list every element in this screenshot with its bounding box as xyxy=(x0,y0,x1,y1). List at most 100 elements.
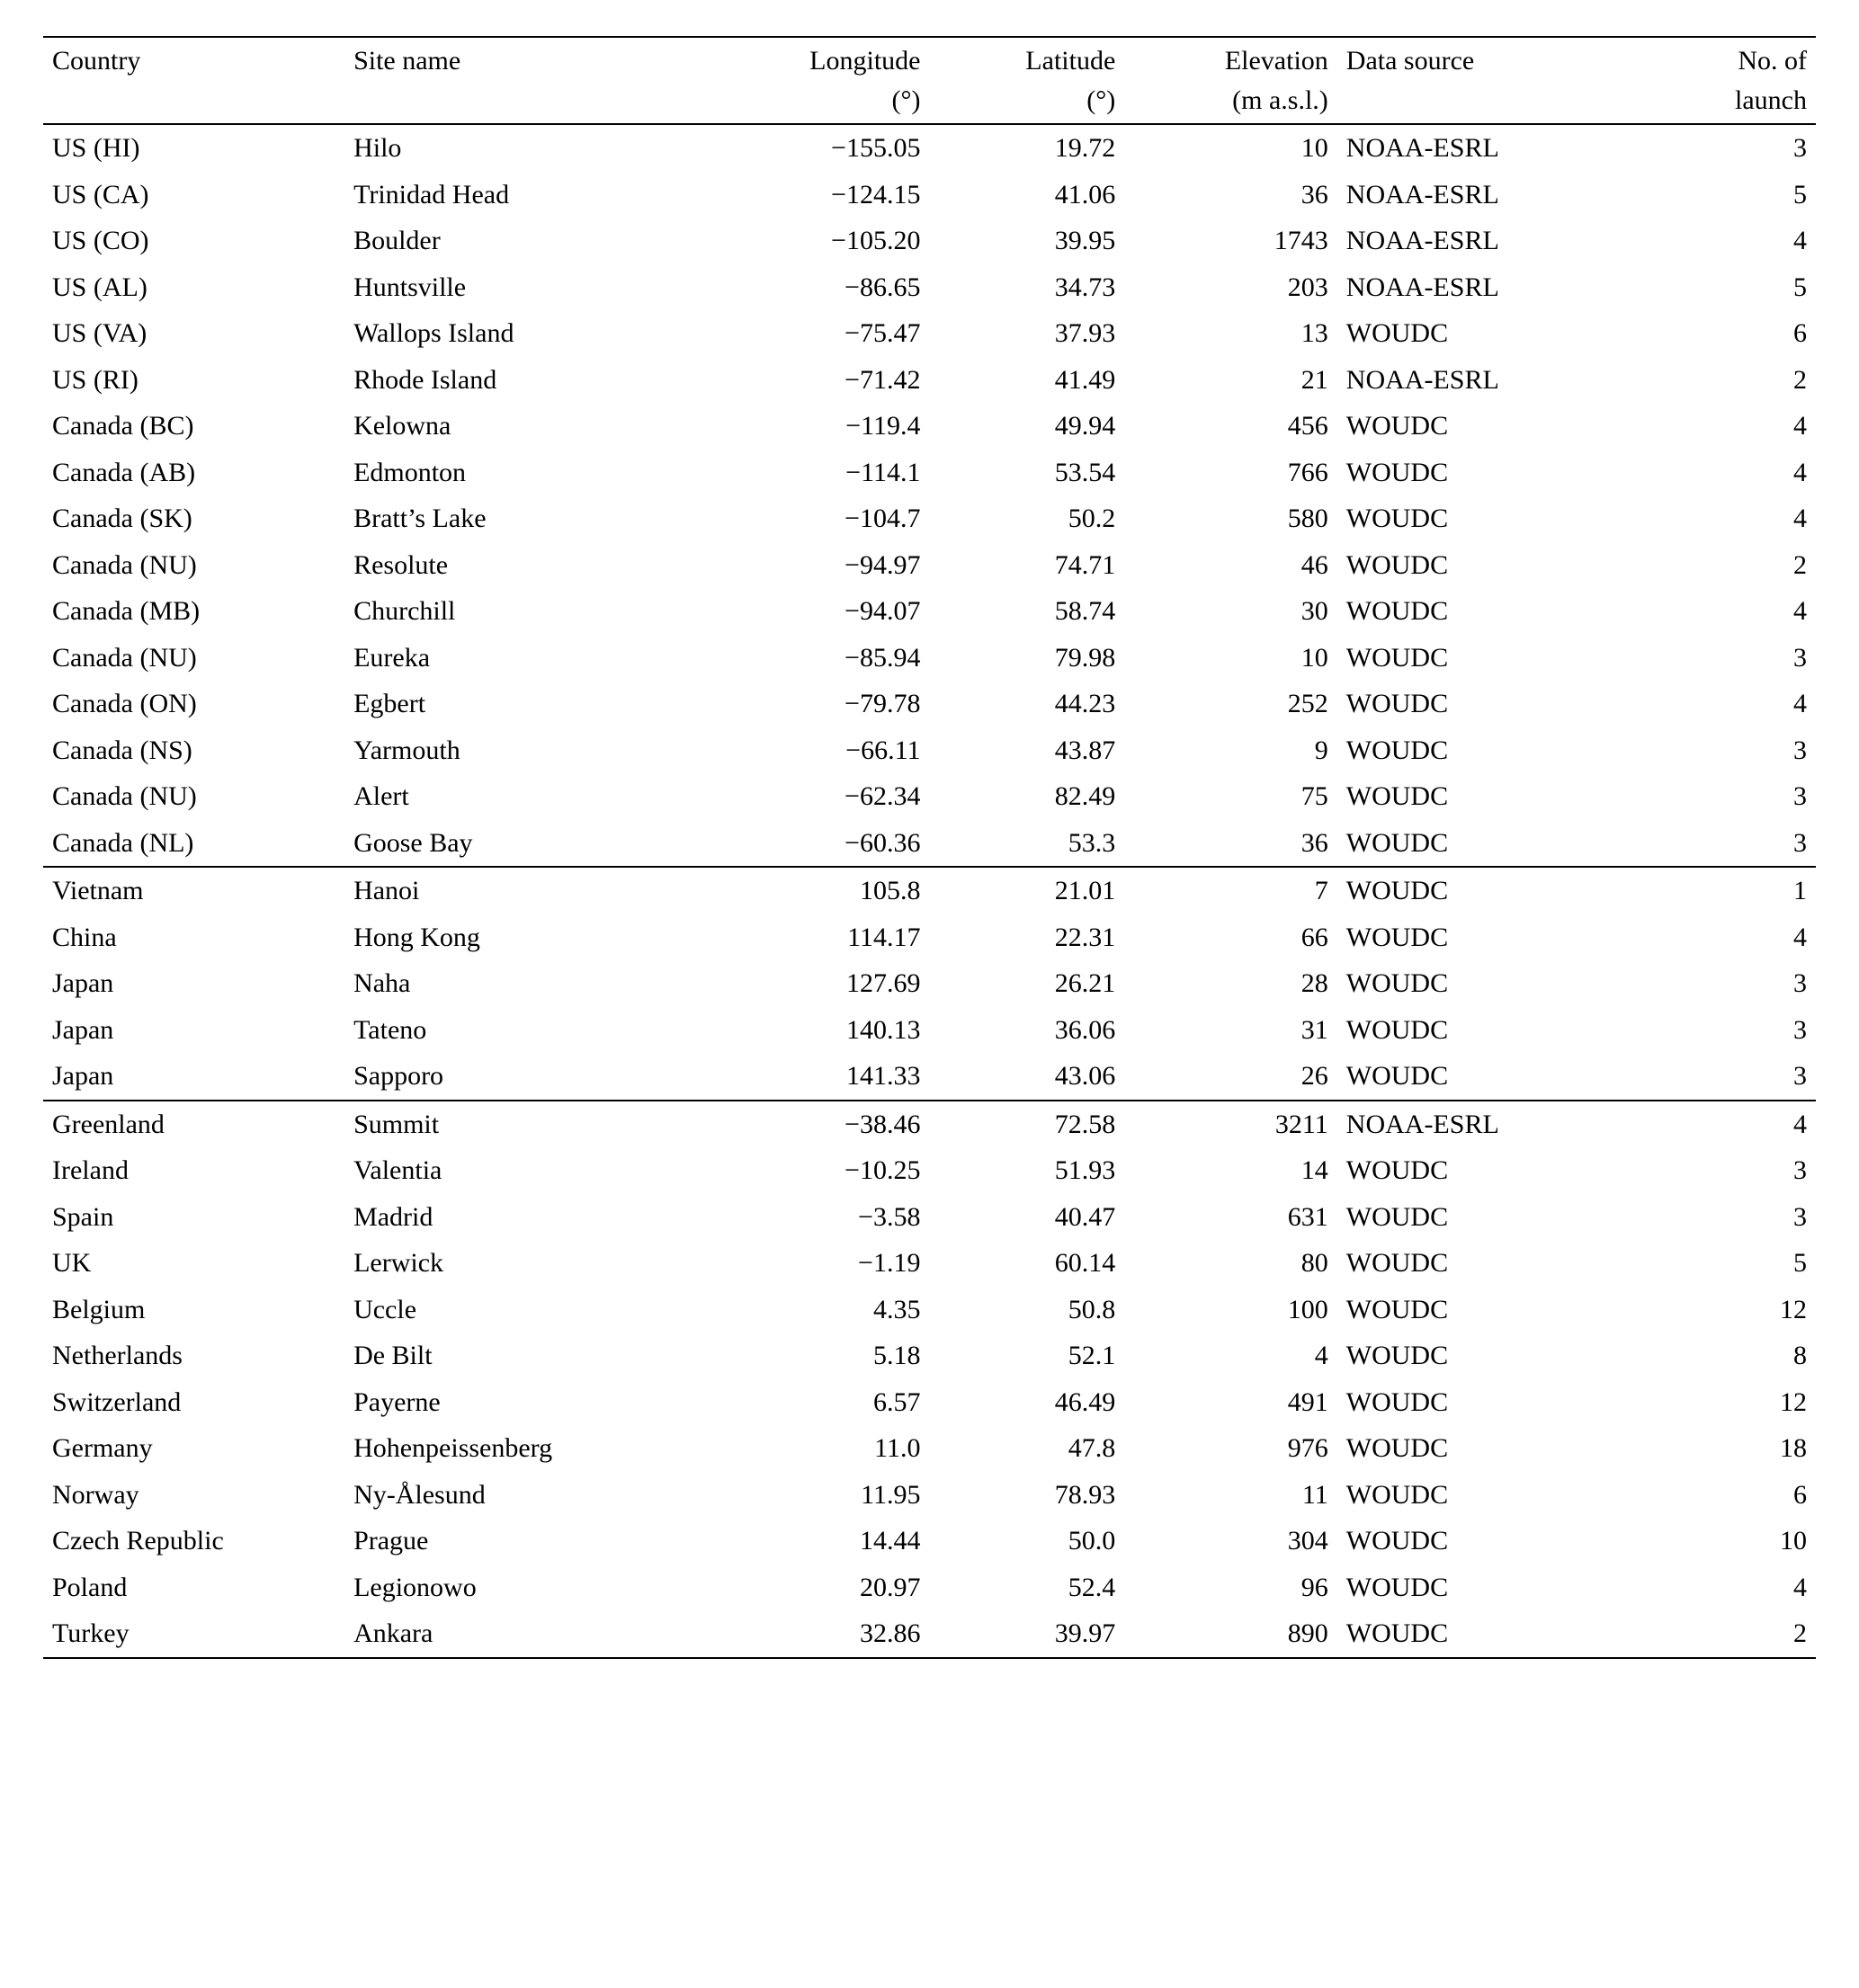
cell-lat: 34.73 xyxy=(929,264,1124,311)
cell-site: Madrid xyxy=(344,1194,699,1241)
cell-site: Resolute xyxy=(344,542,699,589)
cell-elev: 304 xyxy=(1124,1518,1337,1565)
table-row: GermanyHohenpeissenberg11.047.8976WOUDC1… xyxy=(43,1425,1816,1472)
cell-lon: −60.36 xyxy=(699,820,929,868)
cell-lat: 49.94 xyxy=(929,403,1124,450)
cell-source: NOAA-ESRL xyxy=(1337,218,1621,264)
table-row: BelgiumUccle4.3550.8100WOUDC12 xyxy=(43,1287,1816,1333)
cell-lat: 39.97 xyxy=(929,1610,1124,1658)
col-country-h2 xyxy=(43,81,344,125)
cell-lat: 46.49 xyxy=(929,1379,1124,1426)
cell-elev: 580 xyxy=(1124,495,1337,542)
table-row: US (CO)Boulder−105.2039.951743NOAA-ESRL4 xyxy=(43,218,1816,264)
col-lon-h1: Longitude xyxy=(699,37,929,81)
cell-site: Tateno xyxy=(344,1007,699,1054)
cell-lat: 41.49 xyxy=(929,357,1124,404)
cell-source: WOUDC xyxy=(1337,773,1621,820)
cell-lat: 52.4 xyxy=(929,1565,1124,1611)
cell-elev: 491 xyxy=(1124,1379,1337,1426)
cell-country: Canada (NU) xyxy=(43,635,344,682)
cell-elev: 75 xyxy=(1124,773,1337,820)
table-row: US (AL)Huntsville−86.6534.73203NOAA-ESRL… xyxy=(43,264,1816,311)
cell-lon: 11.95 xyxy=(699,1472,929,1519)
cell-launch: 4 xyxy=(1621,1101,1816,1148)
cell-elev: 28 xyxy=(1124,960,1337,1007)
cell-lon: 140.13 xyxy=(699,1007,929,1054)
cell-lon: −85.94 xyxy=(699,635,929,682)
cell-lat: 21.01 xyxy=(929,867,1124,914)
cell-source: NOAA-ESRL xyxy=(1337,357,1621,404)
col-launch-h1: No. of xyxy=(1621,37,1816,81)
cell-lat: 53.54 xyxy=(929,450,1124,496)
cell-launch: 12 xyxy=(1621,1287,1816,1333)
table-row: Canada (AB)Edmonton−114.153.54766WOUDC4 xyxy=(43,450,1816,496)
col-lat-h2: (°) xyxy=(929,81,1124,125)
cell-launch: 3 xyxy=(1621,773,1816,820)
cell-lat: 39.95 xyxy=(929,218,1124,264)
table-row: SpainMadrid−3.5840.47631WOUDC3 xyxy=(43,1194,1816,1241)
cell-lon: 105.8 xyxy=(699,867,929,914)
cell-country: Norway xyxy=(43,1472,344,1519)
cell-lat: 43.87 xyxy=(929,727,1124,774)
cell-lat: 72.58 xyxy=(929,1101,1124,1148)
table-row: Czech RepublicPrague14.4450.0304WOUDC10 xyxy=(43,1518,1816,1565)
cell-site: Summit xyxy=(344,1101,699,1148)
cell-elev: 36 xyxy=(1124,172,1337,218)
table-row: Canada (NU)Resolute−94.9774.7146WOUDC2 xyxy=(43,542,1816,589)
cell-elev: 203 xyxy=(1124,264,1337,311)
cell-country: Canada (MB) xyxy=(43,588,344,635)
cell-elev: 10 xyxy=(1124,635,1337,682)
cell-source: WOUDC xyxy=(1337,1472,1621,1519)
cell-site: Hohenpeissenberg xyxy=(344,1425,699,1472)
cell-launch: 3 xyxy=(1621,960,1816,1007)
cell-lon: −94.97 xyxy=(699,542,929,589)
cell-site: Payerne xyxy=(344,1379,699,1426)
col-source-h1: Data source xyxy=(1337,37,1621,81)
table-row: SwitzerlandPayerne6.5746.49491WOUDC12 xyxy=(43,1379,1816,1426)
cell-lon: −3.58 xyxy=(699,1194,929,1241)
cell-launch: 5 xyxy=(1621,264,1816,311)
cell-site: Huntsville xyxy=(344,264,699,311)
cell-launch: 4 xyxy=(1621,1565,1816,1611)
cell-lat: 74.71 xyxy=(929,542,1124,589)
cell-source: WOUDC xyxy=(1337,1610,1621,1658)
cell-lon: −38.46 xyxy=(699,1101,929,1148)
cell-country: Ireland xyxy=(43,1147,344,1194)
cell-source: WOUDC xyxy=(1337,681,1621,727)
cell-elev: 252 xyxy=(1124,681,1337,727)
cell-launch: 2 xyxy=(1621,357,1816,404)
table-row: Canada (NS)Yarmouth−66.1143.879WOUDC3 xyxy=(43,727,1816,774)
cell-site: Valentia xyxy=(344,1147,699,1194)
cell-elev: 13 xyxy=(1124,310,1337,357)
cell-country: US (AL) xyxy=(43,264,344,311)
cell-site: Rhode Island xyxy=(344,357,699,404)
cell-site: Trinidad Head xyxy=(344,172,699,218)
cell-country: US (VA) xyxy=(43,310,344,357)
cell-launch: 6 xyxy=(1621,310,1816,357)
cell-source: WOUDC xyxy=(1337,960,1621,1007)
cell-site: Ny-Ålesund xyxy=(344,1472,699,1519)
cell-lat: 36.06 xyxy=(929,1007,1124,1054)
cell-lat: 51.93 xyxy=(929,1147,1124,1194)
cell-elev: 21 xyxy=(1124,357,1337,404)
cell-site: Hilo xyxy=(344,124,699,172)
table-row: US (RI)Rhode Island−71.4241.4921NOAA-ESR… xyxy=(43,357,1816,404)
col-country-h1: Country xyxy=(43,37,344,81)
cell-elev: 11 xyxy=(1124,1472,1337,1519)
cell-country: UK xyxy=(43,1240,344,1287)
table-row: PolandLegionowo20.9752.496WOUDC4 xyxy=(43,1565,1816,1611)
cell-source: WOUDC xyxy=(1337,635,1621,682)
stations-table: Country Site name Longitude Latitude Ele… xyxy=(43,36,1816,1659)
cell-country: Canada (BC) xyxy=(43,403,344,450)
cell-lat: 43.06 xyxy=(929,1053,1124,1101)
cell-lon: −86.65 xyxy=(699,264,929,311)
cell-source: WOUDC xyxy=(1337,1565,1621,1611)
table-row: US (CA)Trinidad Head−124.1541.0636NOAA-E… xyxy=(43,172,1816,218)
cell-country: Canada (NU) xyxy=(43,773,344,820)
cell-lon: 4.35 xyxy=(699,1287,929,1333)
cell-lon: 127.69 xyxy=(699,960,929,1007)
cell-country: Poland xyxy=(43,1565,344,1611)
table-row: ChinaHong Kong114.1722.3166WOUDC4 xyxy=(43,914,1816,961)
cell-country: Canada (SK) xyxy=(43,495,344,542)
cell-site: Sapporo xyxy=(344,1053,699,1101)
